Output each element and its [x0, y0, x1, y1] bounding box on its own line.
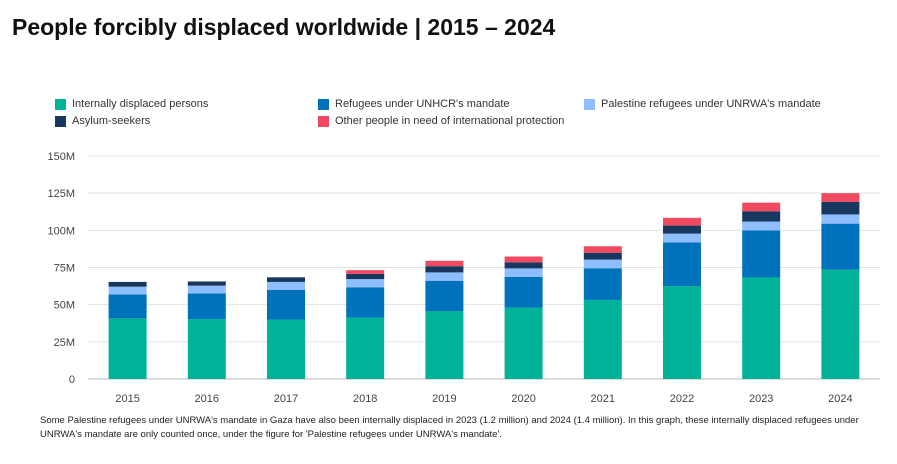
legend-item: Other people in need of international pr… — [318, 115, 564, 127]
bar-segment — [504, 262, 543, 269]
bar-segment — [821, 214, 860, 224]
bar-segment — [583, 246, 622, 253]
bar-segment — [425, 272, 464, 281]
bar-segment — [504, 307, 543, 379]
bar-segment — [821, 269, 860, 379]
x-tick-label: 2023 — [749, 393, 773, 405]
bar-segment — [425, 266, 464, 273]
bar-segment — [663, 233, 701, 243]
y-tick-label: 75M — [54, 263, 75, 275]
bar-segment — [504, 256, 543, 263]
bar-segment — [425, 311, 464, 379]
legend-label: Internally displaced persons — [72, 98, 209, 110]
bar-segment — [108, 294, 147, 319]
x-tick-label: 2016 — [195, 393, 219, 405]
legend-item: Asylum-seekers — [55, 115, 150, 127]
bar-segment — [425, 260, 464, 267]
legend-swatch — [318, 98, 329, 110]
bar-segment — [108, 281, 147, 287]
bar-segment — [108, 318, 147, 379]
bar-segment — [583, 299, 622, 379]
legend-item: Internally displaced persons — [55, 98, 208, 110]
bar-segment — [187, 319, 226, 379]
bar-segment — [821, 223, 860, 270]
bar-segment — [583, 259, 622, 269]
bar-segment — [821, 201, 860, 215]
bar-segment — [742, 230, 781, 278]
bar-segment — [663, 217, 701, 226]
x-tick-label: 2017 — [274, 393, 298, 405]
x-tick-label: 2022 — [670, 393, 694, 405]
bar-segment — [346, 270, 385, 274]
bar-segment — [821, 193, 860, 202]
legend-swatch — [55, 115, 66, 127]
bar-segment — [425, 280, 464, 312]
legend-label: Palestine refugees under UNRWA's mandate — [601, 98, 821, 110]
legend-label: Other people in need of international pr… — [335, 115, 565, 127]
bar-segment — [346, 287, 385, 318]
footnote: Some Palestine refugees under UNRWA's ma… — [40, 415, 859, 440]
stacked-bar-chart: 0 25M 50M 75M 100M 125M 150M 2015 2016 2017 2018 20… — [47, 151, 880, 405]
y-tick-label: 0 — [69, 374, 75, 386]
y-tick-label: 125M — [47, 188, 75, 200]
bar-segment — [663, 286, 701, 379]
bar-segment — [583, 252, 622, 260]
bar-segment — [108, 286, 147, 295]
x-tick-label: 2020 — [511, 393, 535, 405]
bar-segment — [267, 277, 305, 282]
legend-swatch — [55, 98, 66, 110]
legend-swatch — [584, 98, 595, 110]
bar-segment — [504, 276, 543, 308]
bar-segment — [346, 279, 385, 288]
bar-segment — [346, 273, 385, 280]
bar-segment — [267, 319, 305, 379]
bar-segment — [504, 268, 543, 277]
y-tick-label: 50M — [54, 300, 75, 312]
bar-segment — [187, 285, 226, 294]
x-tick-label: 2021 — [591, 393, 615, 405]
x-tick-label: 2015 — [115, 393, 139, 405]
x-tick-label: 2024 — [828, 393, 852, 405]
bar-segment — [742, 202, 781, 212]
bar-segment — [663, 225, 701, 234]
bar-segment — [187, 293, 226, 320]
bar-segment — [267, 281, 305, 290]
x-tick-label: 2019 — [432, 393, 456, 405]
legend-swatch — [318, 115, 329, 127]
y-tick-label: 150M — [47, 151, 75, 163]
bar-segment — [742, 221, 781, 231]
bar-segment — [583, 268, 622, 300]
legend-label: Refugees under UNHCR's mandate — [335, 98, 510, 110]
chart-title: People forcibly displaced worldwide | 20… — [12, 14, 556, 40]
bar-segment — [187, 281, 226, 286]
bar-segment — [346, 317, 385, 379]
bar-segment — [742, 211, 781, 222]
y-tick-label: 100M — [47, 225, 75, 237]
y-tick-label: 25M — [54, 337, 75, 349]
bar-segment — [742, 277, 781, 379]
x-tick-label: 2018 — [353, 393, 377, 405]
legend-item: Refugees under UNHCR's mandate — [318, 98, 510, 110]
legend-label: Asylum-seekers — [72, 115, 151, 127]
bar-segment — [267, 289, 305, 320]
bar-segment — [663, 242, 701, 287]
legend-item: Palestine refugees under UNRWA's mandate — [584, 98, 821, 110]
